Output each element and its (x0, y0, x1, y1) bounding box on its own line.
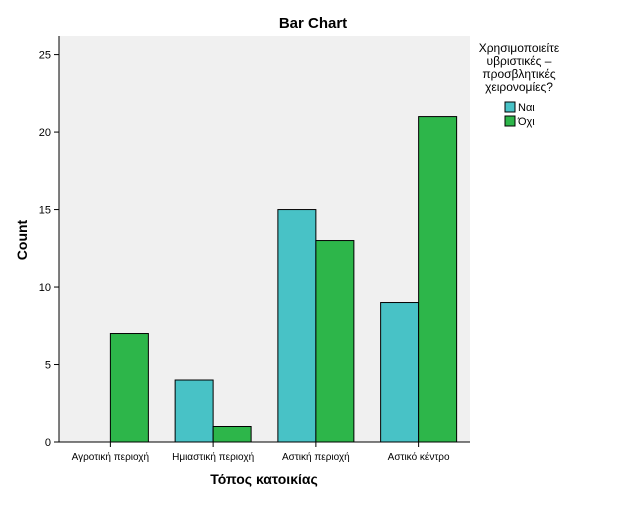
bar (174, 379, 214, 443)
y-tick-label: 15 (39, 205, 51, 217)
bar (212, 426, 252, 443)
x-tick-label: Αστική περιοχή (282, 451, 350, 463)
legend-swatch (504, 115, 516, 127)
chart-title: Bar Chart (279, 15, 347, 32)
y-tick-label: 0 (45, 437, 51, 449)
y-axis: 0 5 10 15 20 25 (39, 50, 59, 449)
x-tick-label: Αστικό κέντρο (388, 451, 450, 463)
y-tick-label: 5 (45, 360, 51, 372)
bar (380, 302, 420, 443)
x-tick-label: Αγροτική περιοχή (72, 451, 149, 463)
y-axis-label: Count (14, 219, 30, 260)
legend: Χρησιμοποιείτε υβριστικές – προσβλητικές χε… (479, 41, 560, 128)
bar (315, 240, 355, 443)
y-tick-label: 10 (39, 282, 51, 294)
bar (109, 333, 149, 443)
x-tick-label: Ημιαστική περιοχή (172, 451, 254, 463)
legend-swatch (504, 101, 516, 113)
bars (109, 116, 458, 443)
y-tick-label: 20 (39, 127, 51, 139)
bar (277, 209, 317, 443)
bar (418, 116, 458, 443)
x-axis: Αγροτική περιοχή Ημιαστική περιοχή Αστική … (72, 442, 450, 463)
legend-title: Χρησιμοποιείτε υβριστικές – προσβλητικές χε… (479, 41, 560, 94)
legend-title-line: χειρονομίες? (485, 80, 553, 94)
legend-title-line: Χρησιμοποιείτε (479, 41, 560, 55)
x-axis-label: Τόπος κατοικίας (210, 471, 318, 487)
legend-label: Ναι (518, 102, 535, 114)
legend-title-line: υβριστικές – (487, 54, 552, 68)
legend-label: Όχι (517, 116, 535, 128)
legend-title-line: προσβλητικές (482, 67, 556, 81)
y-tick-label: 25 (39, 50, 51, 62)
